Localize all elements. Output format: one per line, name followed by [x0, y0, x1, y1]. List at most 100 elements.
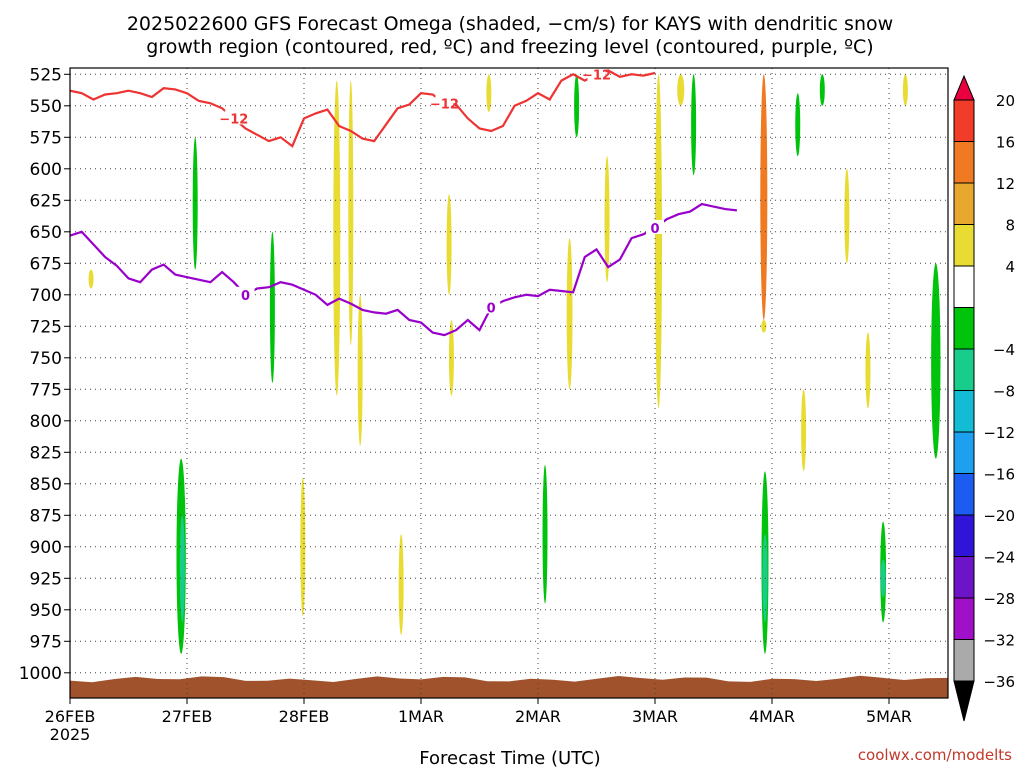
- grid-lines: [69, 68, 948, 698]
- y-tick-label: 950: [30, 601, 62, 621]
- colorbar-label: −20: [983, 507, 1015, 525]
- y-tick-label: 650: [30, 223, 62, 243]
- plot-frame: [69, 67, 949, 699]
- colorbar-segment: [953, 431, 975, 474]
- y-tick-label: 525: [30, 65, 62, 85]
- freezing-level-contour-label: 0: [487, 301, 496, 316]
- omega-patch: [902, 74, 908, 106]
- contour-lines: 0 0 0 −12 −12 −12: [70, 68, 738, 337]
- colorbar-segment: [953, 182, 975, 225]
- colorbar-segment: [953, 348, 975, 391]
- x-tick-sublabel: 2025: [50, 725, 91, 744]
- freezing-level-contour-label-bg: [236, 286, 255, 301]
- x-tick-label: 3MAR: [632, 707, 678, 726]
- omega-patch: [486, 74, 492, 113]
- colorbar-segment: [953, 265, 975, 308]
- omega-patch: [269, 231, 275, 383]
- omega-patch: [795, 93, 801, 157]
- omega-patch: [179, 515, 185, 623]
- freezing-level-contour-label: 0: [650, 222, 659, 237]
- colorbar-label: −8: [993, 383, 1015, 401]
- omega-patch: [357, 294, 363, 446]
- colorbar-segment: [953, 390, 975, 433]
- dgz-contour-label: −12: [219, 112, 248, 127]
- omega-patch: [574, 74, 580, 138]
- y-tick-label: 675: [30, 254, 62, 274]
- x-axis-label: Forecast Time (UTC): [419, 748, 600, 768]
- x-tick-label: 26FEB: [45, 707, 96, 726]
- colorbar-segment: [953, 141, 975, 184]
- colorbar-label: 12: [996, 175, 1015, 193]
- ground-surface: [70, 675, 948, 698]
- colorbar-segment: [953, 639, 975, 682]
- omega-patch: [348, 80, 354, 346]
- omega-patch: [760, 74, 768, 321]
- omega-patch: [677, 74, 685, 106]
- colorbar-label: −16: [983, 466, 1015, 484]
- y-tick-label: 1000: [19, 664, 62, 684]
- y-tick-label: 550: [30, 97, 62, 117]
- colorbar-label: 4: [1005, 258, 1015, 276]
- colorbar: 20 16 12 8 4 −4 −8 −12 −16 −20 −24 −28 −32 −36: [953, 74, 1015, 722]
- y-tick-label: 600: [30, 160, 62, 180]
- y-tick-label: 925: [30, 569, 62, 589]
- freezing-level-contour-label-bg: [646, 220, 664, 235]
- omega-patch: [333, 80, 341, 396]
- y-axis: 525 550 575 600 625 650 675 700 725 750 775 800 825 8…: [19, 65, 70, 684]
- omega-patch: [300, 477, 306, 617]
- colorbar-segment: [953, 473, 975, 516]
- omega-patch: [604, 156, 610, 283]
- dgz-contour-label-bg: [587, 68, 606, 81]
- dgz-contour-label: −12: [582, 68, 611, 83]
- omega-patch: [801, 389, 807, 472]
- colorbar-label: −28: [983, 590, 1015, 608]
- chart-title-line1: 2025022600 GFS Forecast Omega (shaded, −…: [127, 13, 893, 35]
- freezing-level-contour: [70, 202, 738, 337]
- x-tick-label: 28FEB: [279, 707, 330, 726]
- omega-patch: [192, 137, 198, 270]
- colorbar-label: −12: [983, 424, 1015, 442]
- y-tick-label: 875: [30, 506, 62, 526]
- y-tick-label: 625: [30, 191, 62, 211]
- x-tick-label: 1MAR: [398, 707, 444, 726]
- dgz-contour-label-bg: [224, 110, 243, 125]
- colorbar-label: −4: [993, 341, 1015, 359]
- dgz-contour-label-bg: [435, 95, 454, 110]
- colorbar-segment: [953, 99, 975, 142]
- colorbar-bottom-arrow: [953, 680, 975, 722]
- dgz-contour: [70, 69, 656, 148]
- x-tick-label: 2MAR: [515, 707, 561, 726]
- omega-patch: [691, 74, 697, 176]
- colorbar-top-arrow: [953, 74, 975, 101]
- omega-patch: [542, 464, 548, 604]
- omega-shading: [88, 74, 941, 654]
- colorbar-segment: [953, 514, 975, 557]
- chart-title-line2: growth region (contoured, red, ºC) and f…: [146, 36, 873, 58]
- x-tick-label: 27FEB: [162, 707, 213, 726]
- y-tick-label: 575: [30, 128, 62, 148]
- dgz-contour-label: −12: [430, 97, 459, 112]
- y-tick-label: 725: [30, 317, 62, 337]
- omega-patch: [566, 238, 573, 390]
- y-tick-label: 825: [30, 443, 62, 463]
- omega-patch: [655, 74, 663, 409]
- colorbar-label: 16: [996, 134, 1015, 152]
- colorbar-label: 8: [1005, 217, 1015, 235]
- colorbar-label: −24: [983, 549, 1015, 567]
- omega-patch: [761, 320, 767, 333]
- ground-layer: [70, 675, 948, 698]
- omega-patch: [398, 534, 404, 635]
- y-tick-label: 700: [30, 286, 62, 306]
- omega-patch: [88, 269, 94, 289]
- colorbar-segment: [953, 307, 975, 350]
- colorbar-segment: [953, 597, 975, 640]
- y-tick-label: 800: [30, 412, 62, 432]
- omega-patch: [448, 320, 454, 396]
- y-tick-label: 900: [30, 538, 62, 558]
- omega-patch: [931, 263, 941, 459]
- omega-patch: [865, 332, 871, 409]
- freezing-level-contour-label-bg: [482, 299, 501, 314]
- freezing-level-contour-label: 0: [241, 289, 250, 304]
